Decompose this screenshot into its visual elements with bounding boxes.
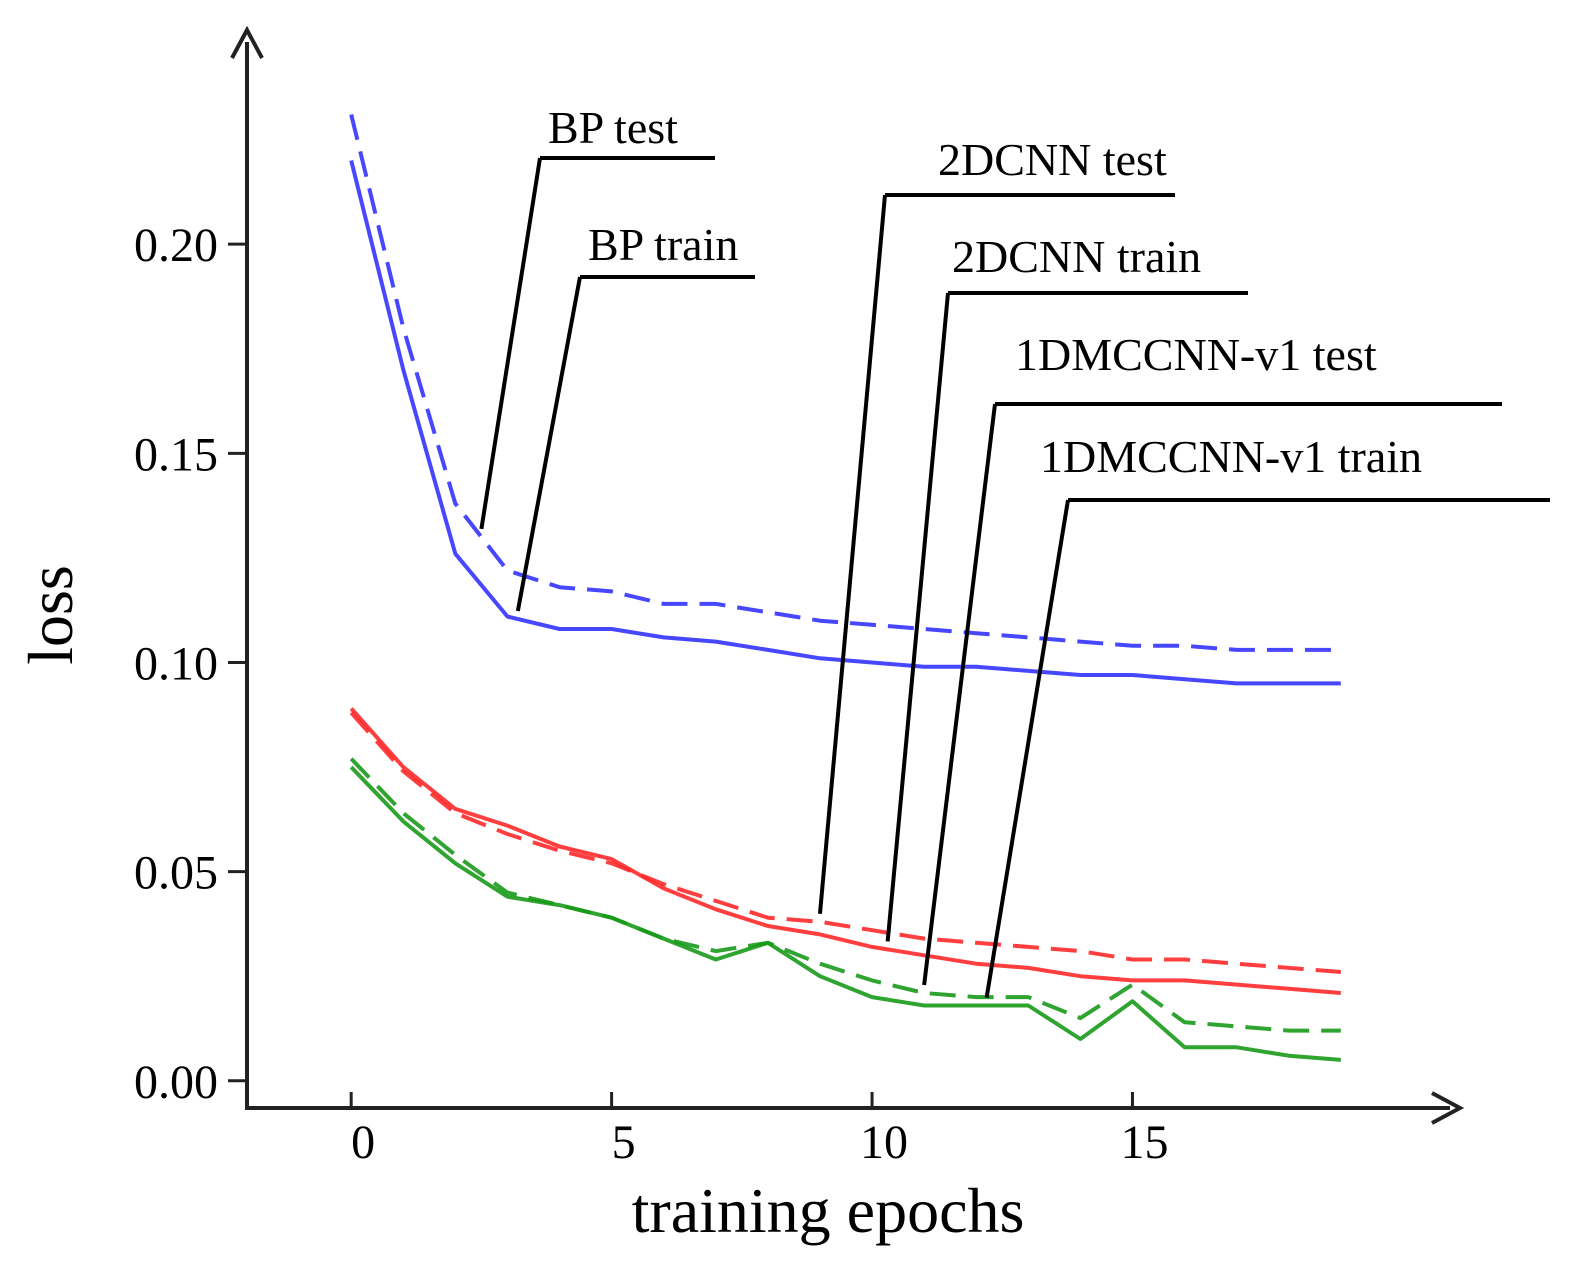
callout-label: BP test: [548, 102, 678, 153]
callout-leader: [479, 157, 542, 530]
callout-leader: [885, 292, 950, 942]
callout: BP test: [479, 102, 715, 530]
y-tick-label: 0.20: [134, 219, 218, 272]
y-tick-label: 0.00: [134, 1056, 218, 1109]
series-line-2dcnn-train: [349, 707, 1341, 995]
series-line-2dcnn-test: [349, 711, 1341, 974]
y-ticks: 0.00 0.05 0.10 0.15 0.20: [134, 219, 247, 1109]
callout-label: 2DCNN train: [952, 231, 1201, 282]
callout: 1DMCCNN-v1 test: [922, 329, 1502, 986]
x-tick-label: 10: [860, 1116, 908, 1169]
callout: BP train: [515, 219, 755, 612]
y-tick-label: 0.10: [134, 637, 218, 690]
callout-leader: [817, 194, 887, 915]
x-tick-label: 5: [612, 1116, 636, 1169]
series-line-1dmccnn-v1-train: [349, 765, 1341, 1062]
callouts: BP test BP train 2DCNN test 2DCNN train 1DMC…: [479, 102, 1550, 998]
callout: 2DCNN test: [817, 134, 1175, 915]
x-tick-label: 0: [351, 1116, 375, 1169]
series-layer: [349, 114, 1341, 1062]
callout-leader: [515, 276, 582, 612]
series-line-bp-train: [349, 160, 1341, 686]
y-axis-arrow: [230, 25, 264, 59]
series-line-1dmccnn-v1-test: [349, 757, 1341, 1033]
x-tick-label: 15: [1120, 1116, 1168, 1169]
callout: 1DMCCNN-v1 train: [984, 431, 1550, 998]
callout-leader: [922, 403, 997, 986]
callout-label: 1DMCCNN-v1 train: [1040, 431, 1422, 482]
y-tick-label: 0.15: [134, 428, 218, 481]
y-axis-title: loss: [15, 565, 86, 665]
series-line-bp-test: [349, 114, 1341, 652]
callout: 2DCNN train: [885, 231, 1248, 942]
callout-label: BP train: [588, 219, 738, 270]
y-tick-label: 0.05: [134, 847, 218, 900]
axes: [230, 25, 1465, 1125]
callout-leader: [984, 499, 1070, 998]
callout-label: 2DCNN test: [938, 134, 1167, 185]
x-ticks: 0 5 10 15: [349, 1092, 1168, 1169]
x-axis-arrow: [1431, 1091, 1465, 1125]
callout-label: 1DMCCNN-v1 test: [1015, 329, 1377, 380]
x-axis-title: training epochs: [632, 1175, 1025, 1246]
